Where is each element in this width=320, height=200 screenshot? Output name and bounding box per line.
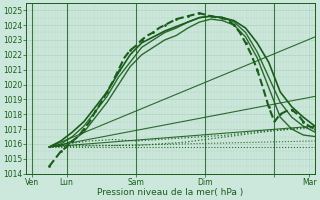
X-axis label: Pression niveau de la mer( hPa ): Pression niveau de la mer( hPa ) [97,188,244,197]
